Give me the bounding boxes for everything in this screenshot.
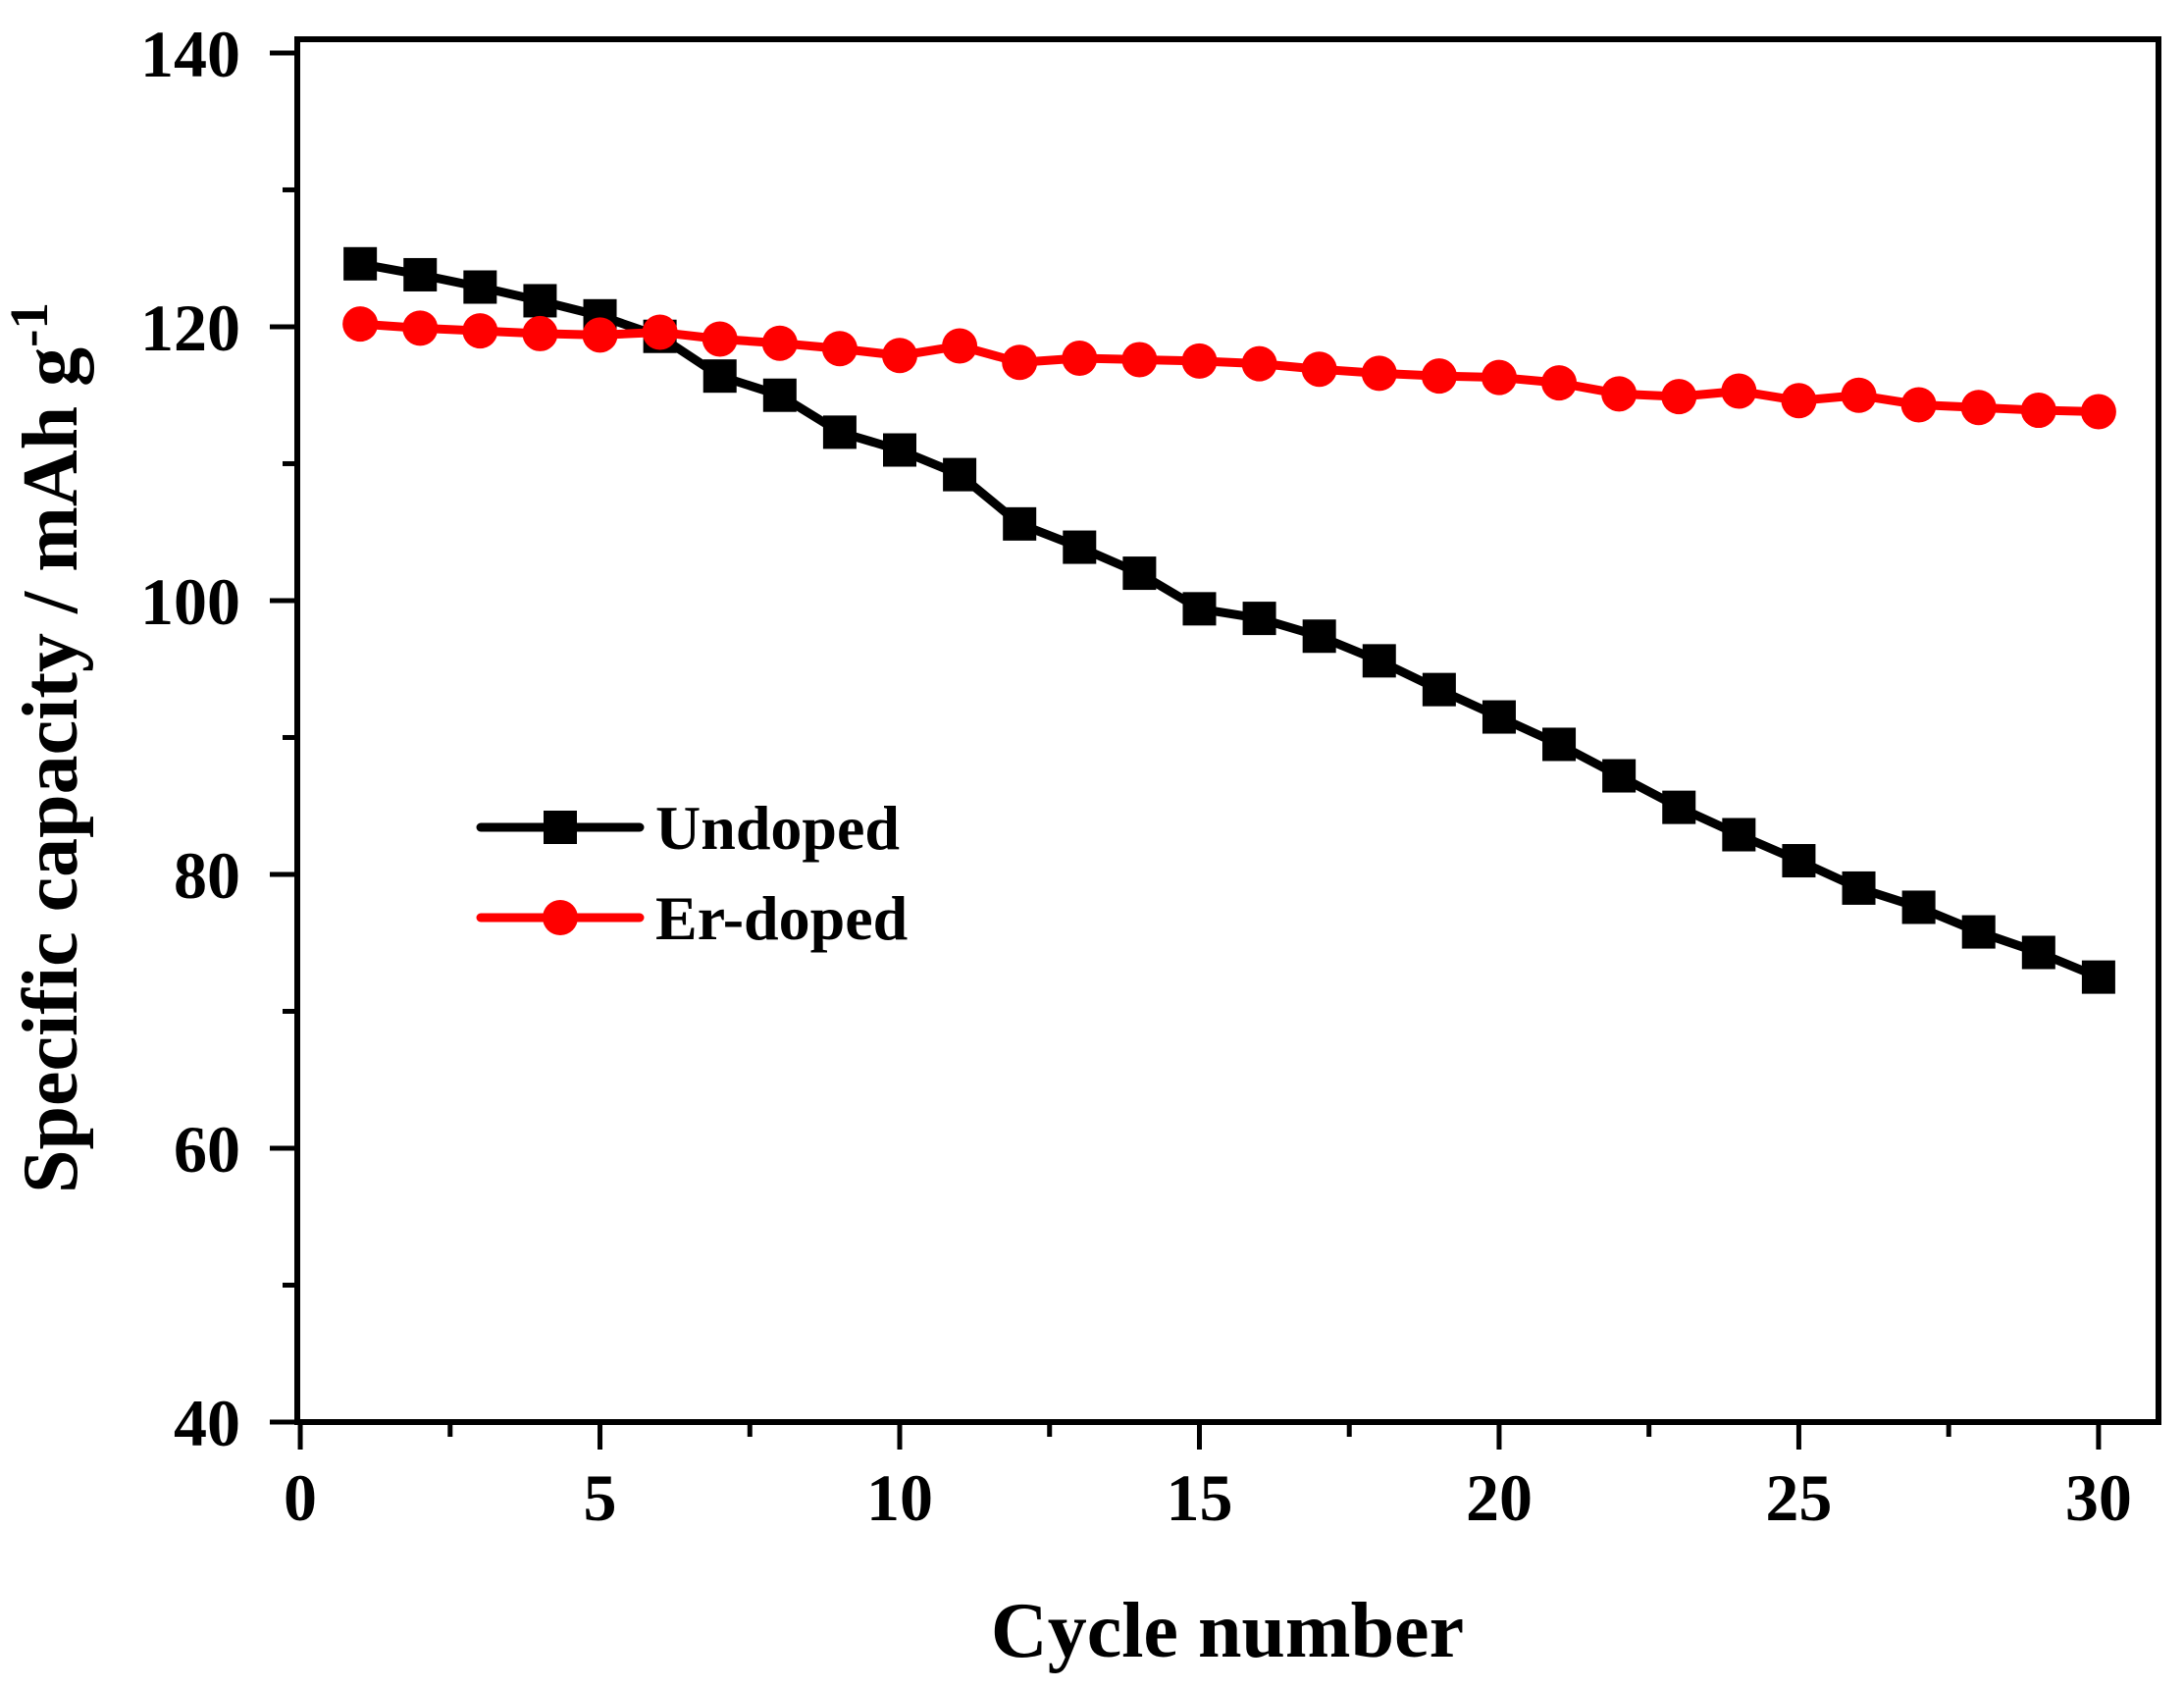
- y-axis-title: Specific capacity / mAh g-1: [0, 302, 94, 1193]
- x-axis-title: Cycle number: [991, 1588, 1464, 1674]
- er-doped-marker-circle: [1361, 355, 1397, 392]
- undoped-marker-square: [463, 270, 497, 304]
- er-doped-marker-circle: [1181, 343, 1218, 379]
- er-doped-marker-circle: [1781, 383, 1817, 419]
- undoped-marker-square: [883, 433, 917, 467]
- er-doped-marker-circle: [522, 315, 558, 351]
- er-doped-marker-circle: [1481, 359, 1517, 396]
- x-tick-label-15: 15: [1166, 1460, 1232, 1535]
- er-doped-marker-circle: [1601, 376, 1638, 412]
- er-doped-marker-circle: [1062, 341, 1098, 377]
- data-series: [342, 246, 2116, 994]
- undoped-marker-square: [523, 284, 557, 318]
- undoped-marker-square: [1961, 915, 1996, 949]
- undoped-marker-square: [1422, 672, 1456, 707]
- undoped-marker-square: [1662, 790, 1696, 824]
- axis-tick-labels: 0 5 10 15 20 25 30 40 60 80 100 120 140: [140, 17, 2132, 1535]
- y-tick-label-120: 120: [140, 290, 240, 365]
- undoped-marker-square: [943, 457, 977, 492]
- undoped-marker-square: [1782, 844, 1816, 878]
- legend: Undoped Er-doped: [476, 793, 908, 953]
- undoped-marker-square: [1302, 619, 1336, 654]
- er-doped-marker-circle: [642, 314, 678, 350]
- x-tick-label-20: 20: [1466, 1460, 1533, 1535]
- legend-item-undoped: Undoped: [476, 793, 900, 863]
- x-tick-label-5: 5: [584, 1460, 617, 1535]
- plot-frame: [294, 36, 2161, 1425]
- er-doped-marker-circle: [821, 331, 858, 367]
- undoped-marker-square: [1482, 700, 1516, 734]
- er-doped-marker-circle: [942, 328, 978, 364]
- er-doped-marker-circle: [582, 317, 618, 353]
- undoped-marker-square: [1003, 506, 1037, 541]
- series-er-doped-markers: [342, 306, 2116, 430]
- legend-item-er-doped: Er-doped: [476, 883, 908, 953]
- series-er-doped-line: [355, 319, 2104, 416]
- undoped-marker-square: [1901, 890, 1936, 924]
- undoped-marker-square: [1242, 602, 1276, 636]
- x-tick-label-25: 25: [1765, 1460, 1832, 1535]
- er-doped-marker-circle: [1301, 351, 1337, 388]
- undoped-marker-square: [1542, 727, 1577, 762]
- er-doped-marker-circle: [1541, 365, 1578, 401]
- undoped-marker-square: [1362, 644, 1396, 678]
- er-doped-marker-circle: [1121, 342, 1158, 378]
- undoped-marker-square: [403, 257, 438, 291]
- y-tick-label-80: 80: [174, 838, 240, 913]
- legend-circle-marker: [543, 900, 578, 935]
- undoped-marker-square: [1602, 759, 1637, 793]
- y-tick-label-40: 40: [174, 1386, 240, 1460]
- er-doped-marker-circle: [761, 325, 798, 361]
- undoped-marker-square: [1722, 818, 1756, 852]
- legend-square-marker: [544, 811, 577, 844]
- x-tick-label-30: 30: [2065, 1460, 2132, 1535]
- undoped-marker-square: [343, 246, 378, 281]
- undoped-marker-square: [1063, 530, 1097, 564]
- er-doped-marker-circle: [402, 310, 439, 346]
- legend-label-er-doped: Er-doped: [655, 883, 908, 953]
- er-doped-marker-circle: [1841, 377, 1877, 413]
- er-doped-marker-circle: [342, 306, 379, 343]
- er-doped-marker-circle: [1900, 387, 1937, 423]
- y-tick-label-100: 100: [140, 564, 240, 639]
- er-doped-marker-circle: [1002, 344, 1038, 381]
- undoped-marker-square: [1842, 871, 1876, 905]
- x-tick-label-10: 10: [866, 1460, 933, 1535]
- er-doped-marker-circle: [1661, 379, 1697, 415]
- undoped-marker-square: [2081, 960, 2115, 994]
- er-doped-marker-circle: [462, 313, 498, 349]
- er-doped-marker-circle: [1421, 358, 1457, 395]
- er-doped-marker-circle: [2020, 393, 2056, 429]
- y-tick-label-140: 140: [140, 17, 240, 91]
- er-doped-marker-circle: [2080, 394, 2116, 430]
- x-tick-label-0: 0: [284, 1460, 317, 1535]
- y-tick-label-60: 60: [174, 1112, 240, 1187]
- undoped-marker-square: [822, 415, 857, 449]
- er-doped-marker-circle: [1241, 345, 1277, 382]
- axis-ticks: [270, 50, 2102, 1450]
- legend-label-undoped: Undoped: [655, 793, 900, 863]
- er-doped-marker-circle: [1721, 373, 1757, 409]
- er-doped-marker-circle: [882, 338, 918, 374]
- undoped-marker-square: [702, 359, 737, 394]
- undoped-marker-square: [1122, 556, 1157, 591]
- series-undoped-line: [355, 259, 2104, 982]
- er-doped-marker-circle: [702, 321, 738, 357]
- undoped-marker-square: [1182, 592, 1217, 626]
- undoped-marker-square: [762, 378, 797, 412]
- undoped-marker-square: [2021, 935, 2055, 970]
- er-doped-marker-circle: [1960, 390, 1997, 426]
